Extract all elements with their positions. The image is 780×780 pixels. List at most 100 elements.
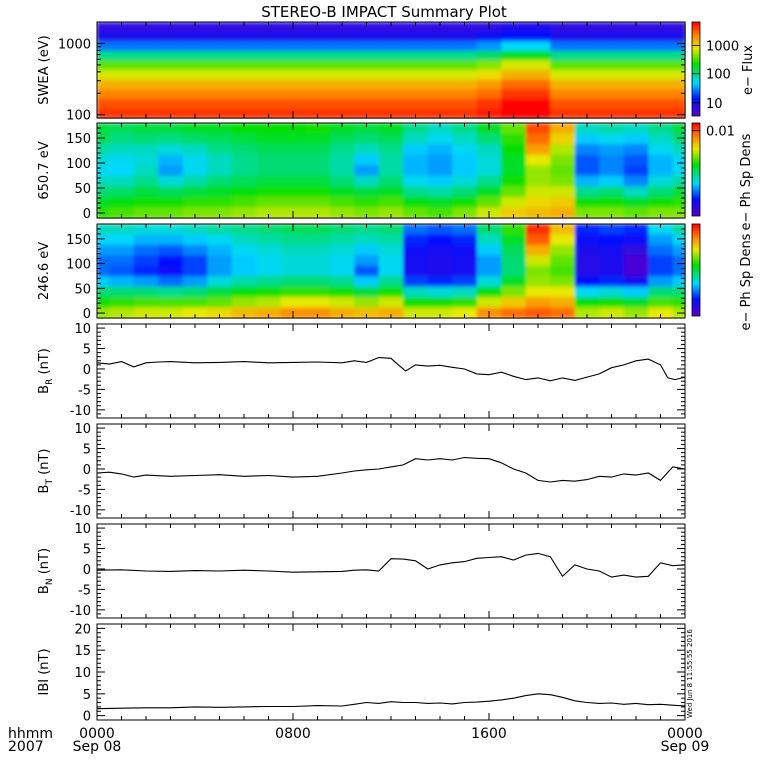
heatmap-cell xyxy=(427,265,453,277)
heatmap-cell xyxy=(280,265,306,277)
series-line-Bmag xyxy=(96,693,686,710)
heatmap-cell xyxy=(378,22,404,33)
heatmap-cell xyxy=(550,234,576,246)
heatmap-cell xyxy=(354,286,380,298)
heatmap-cell xyxy=(231,175,257,187)
heatmap-cell xyxy=(452,196,478,209)
heatmap-cell xyxy=(305,144,331,156)
heatmap-cell xyxy=(525,50,551,61)
heatmap-cell xyxy=(574,154,600,166)
heatmap-cell xyxy=(550,70,576,81)
heatmap-cell xyxy=(403,98,429,109)
heatmap-cell xyxy=(182,70,208,81)
heatmap-cell xyxy=(305,186,331,198)
heatmap-cell xyxy=(158,224,184,236)
heatmap-cell xyxy=(574,165,600,177)
heatmap-cell xyxy=(525,108,551,119)
heatmap-cell xyxy=(452,175,478,187)
heatmap-cell xyxy=(280,98,306,109)
heatmap-cell xyxy=(550,144,576,156)
heatmap-cell xyxy=(403,31,429,42)
heatmap-cell xyxy=(403,276,429,288)
y-tick-label: 50 xyxy=(74,182,91,197)
heatmap-cell xyxy=(158,286,184,298)
heatmap-cell xyxy=(476,244,502,256)
heatmap-cell xyxy=(207,79,233,90)
heatmap-cell xyxy=(256,22,282,33)
heatmap-cell xyxy=(207,98,233,109)
heatmap-cell xyxy=(109,276,135,288)
heatmap-cell xyxy=(525,165,551,177)
colorbar-gradient xyxy=(691,21,701,117)
y-tick-label: -10 xyxy=(70,604,91,619)
heatmap-cell xyxy=(256,70,282,81)
heatmap-cell xyxy=(182,224,208,236)
heatmap-cell xyxy=(574,31,600,42)
heatmap-cell xyxy=(354,133,380,145)
heatmap-cell xyxy=(623,224,649,236)
heatmap-cell xyxy=(452,207,478,219)
heatmap-cell xyxy=(550,255,576,267)
heatmap-cell xyxy=(329,297,355,309)
heatmap-cell xyxy=(476,50,502,61)
heatmap-cell xyxy=(378,70,404,81)
heatmap-cell xyxy=(280,244,306,256)
heatmap-cell xyxy=(574,89,600,100)
y-tick-label: 10 xyxy=(74,422,91,437)
heatmap-cell xyxy=(476,276,502,288)
heatmap-cell xyxy=(158,89,184,100)
heatmap-cell xyxy=(133,133,159,145)
heatmap-cell xyxy=(403,154,429,166)
heatmap-cell xyxy=(280,31,306,42)
heatmap-cell xyxy=(133,244,159,256)
heatmap-cell xyxy=(354,196,380,209)
heatmap-cell xyxy=(133,307,159,319)
colorbar-label: e− Ph Sp Dens xyxy=(739,133,754,230)
heatmap-cell xyxy=(158,276,184,288)
heatmap-cell xyxy=(574,60,600,71)
heatmap-cell xyxy=(329,165,355,177)
heatmap-cell xyxy=(525,307,551,319)
heatmap-cell xyxy=(231,22,257,33)
heatmap-cell xyxy=(476,70,502,81)
heatmap-cell xyxy=(550,98,576,109)
heatmap-cell xyxy=(648,123,674,135)
heatmap-cell xyxy=(182,89,208,100)
heatmap-cell xyxy=(231,297,257,309)
heatmap-cell xyxy=(452,41,478,52)
heatmap-cell xyxy=(501,207,527,219)
heatmap-cell xyxy=(501,22,527,33)
heatmap-cell xyxy=(452,286,478,298)
heatmap-cell xyxy=(256,98,282,109)
heatmap-cell xyxy=(305,175,331,187)
heatmap-cell xyxy=(501,244,527,256)
heatmap-cells xyxy=(97,22,686,119)
heatmap-cell xyxy=(256,175,282,187)
y-tick-label: 0 xyxy=(83,207,91,222)
heatmap-cell xyxy=(525,98,551,109)
heatmap-cell xyxy=(109,224,135,236)
heatmap-cell xyxy=(672,144,686,156)
heatmap-cell xyxy=(452,79,478,90)
heatmap-cell xyxy=(305,60,331,71)
heatmap-cell xyxy=(133,265,159,277)
heatmap-cell xyxy=(427,98,453,109)
heatmap-cell xyxy=(599,50,625,61)
heatmap-cell xyxy=(305,165,331,177)
panel-3: 10 5 0 -5 -10 BR (nT) xyxy=(37,322,686,419)
heatmap-cell xyxy=(476,60,502,71)
heatmap-cell xyxy=(182,255,208,267)
heatmap-cell xyxy=(158,133,184,145)
heatmap-cell xyxy=(672,244,686,256)
heatmap-cell xyxy=(599,297,625,309)
heatmap-cell xyxy=(329,154,355,166)
heatmap-cell xyxy=(207,108,233,119)
heatmap-cell xyxy=(574,276,600,288)
panel-4: 10 5 0 -5 -10 BT (nT) xyxy=(37,422,686,519)
heatmap-cell xyxy=(427,297,453,309)
heatmap-cell xyxy=(623,108,649,119)
heatmap-cell xyxy=(109,297,135,309)
heatmap-cell xyxy=(280,50,306,61)
heatmap-cell xyxy=(648,60,674,71)
heatmap-cell xyxy=(158,234,184,246)
